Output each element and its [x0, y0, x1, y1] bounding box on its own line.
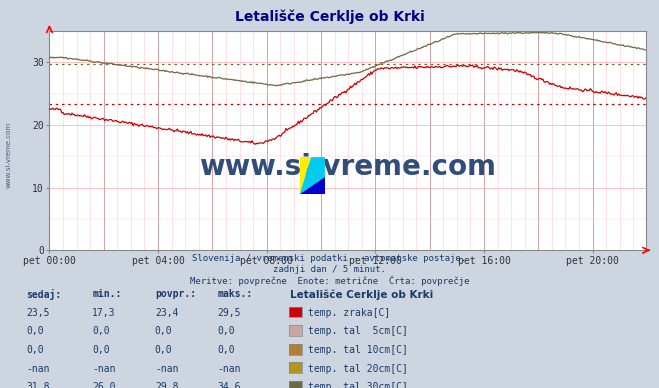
Text: Slovenija / vremenski podatki - avtomatske postaje.: Slovenija / vremenski podatki - avtomats… — [192, 254, 467, 263]
Text: temp. tal 20cm[C]: temp. tal 20cm[C] — [308, 364, 409, 374]
Text: 29,8: 29,8 — [155, 382, 179, 388]
Text: www.si-vreme.com: www.si-vreme.com — [199, 153, 496, 181]
Text: 23,4: 23,4 — [155, 308, 179, 318]
Text: Letališče Cerklje ob Krki: Letališče Cerklje ob Krki — [235, 10, 424, 24]
Text: temp. tal 30cm[C]: temp. tal 30cm[C] — [308, 382, 409, 388]
Text: 0,0: 0,0 — [155, 345, 173, 355]
Text: sedaj:: sedaj: — [26, 289, 61, 300]
Text: 23,5: 23,5 — [26, 308, 50, 318]
Text: temp. tal  5cm[C]: temp. tal 5cm[C] — [308, 326, 409, 336]
Text: 0,0: 0,0 — [217, 345, 235, 355]
Text: -nan: -nan — [155, 364, 179, 374]
Text: 0,0: 0,0 — [92, 345, 110, 355]
Text: Letališče Cerklje ob Krki: Letališče Cerklje ob Krki — [290, 289, 433, 300]
Text: 0,0: 0,0 — [217, 326, 235, 336]
Text: -nan: -nan — [217, 364, 241, 374]
Text: 26,0: 26,0 — [92, 382, 116, 388]
Text: 0,0: 0,0 — [92, 326, 110, 336]
Text: -nan: -nan — [92, 364, 116, 374]
Polygon shape — [300, 177, 325, 194]
Text: -nan: -nan — [26, 364, 50, 374]
Text: 17,3: 17,3 — [92, 308, 116, 318]
Polygon shape — [300, 157, 325, 194]
Text: www.si-vreme.com: www.si-vreme.com — [5, 122, 11, 188]
Text: min.:: min.: — [92, 289, 122, 299]
Text: 0,0: 0,0 — [26, 326, 44, 336]
Text: 31,8: 31,8 — [26, 382, 50, 388]
Text: Meritve: povprečne  Enote: metrične  Črta: povprečje: Meritve: povprečne Enote: metrične Črta:… — [190, 275, 469, 286]
Text: 29,5: 29,5 — [217, 308, 241, 318]
Text: 0,0: 0,0 — [155, 326, 173, 336]
Text: 34,6: 34,6 — [217, 382, 241, 388]
Polygon shape — [300, 157, 311, 194]
Text: maks.:: maks.: — [217, 289, 252, 299]
Text: zadnji dan / 5 minut.: zadnji dan / 5 minut. — [273, 265, 386, 274]
Text: temp. zraka[C]: temp. zraka[C] — [308, 308, 391, 318]
Text: temp. tal 10cm[C]: temp. tal 10cm[C] — [308, 345, 409, 355]
Text: 0,0: 0,0 — [26, 345, 44, 355]
Text: povpr.:: povpr.: — [155, 289, 196, 299]
